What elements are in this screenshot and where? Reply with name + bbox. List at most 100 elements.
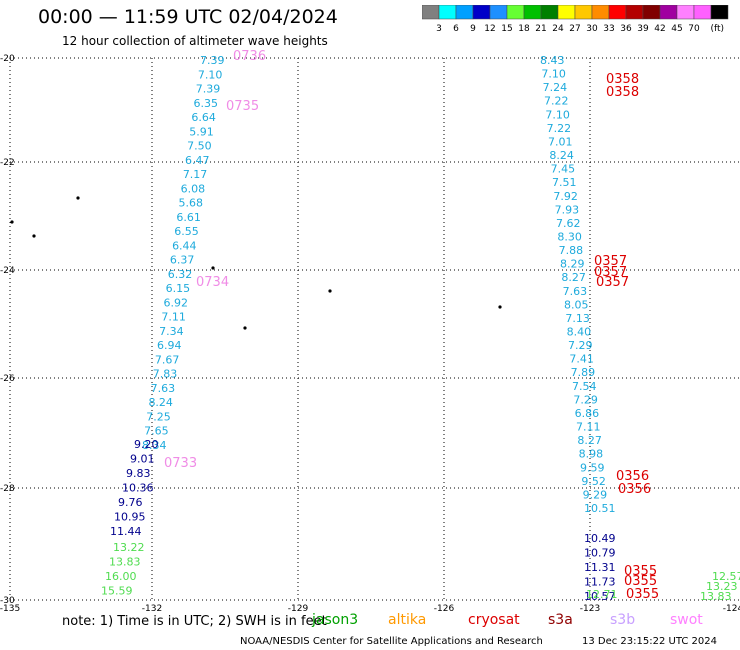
footer-note: note: 1) Time is in UTC; 2) SWH is in fe…	[62, 614, 327, 629]
longitude-tick-label: -132	[142, 604, 162, 612]
wave-height-map: -20 -22 -24 -26 -28 -30-135 -132 -129 -126 -123 -1…	[0, 49, 740, 612]
longitude-tick-label: -135	[0, 604, 20, 612]
swh-value-label: 7.51	[552, 176, 577, 189]
colorbar-tick-label: 6	[453, 24, 459, 34]
swh-value-label: 7.62	[556, 217, 581, 230]
pass-time-label: 0355	[624, 574, 657, 589]
colorbar-tick-label: 18	[518, 24, 530, 34]
legend-cryosat: cryosat	[468, 612, 520, 628]
swh-value-label: 11.31	[584, 561, 616, 574]
swh-value-label: 6.64	[191, 111, 216, 124]
colorbar-unit: (ft)	[710, 24, 724, 34]
colorbar-tick-label: 30	[586, 24, 598, 34]
swh-value-label: 10.57	[584, 590, 616, 603]
island-marker	[498, 305, 502, 309]
credit-line: NOAA/NESDIS Center for Satellite Applica…	[240, 636, 543, 647]
colorbar-tick-label: 15	[501, 24, 512, 34]
pass-time-label: 0355	[626, 587, 659, 602]
generated-timestamp: 13 Dec 23:15:22 UTC 2024	[582, 636, 717, 647]
swh-value-label: 13.83	[109, 556, 141, 569]
legend-jason3: jason3	[312, 612, 359, 628]
pass-time-label: 0355	[624, 564, 657, 579]
pass-time-label: 0356	[616, 469, 649, 484]
swh-value-label: 7.50	[187, 140, 212, 153]
swh-value-label: 7.67	[155, 353, 180, 366]
swh-value-label: 8.98	[579, 448, 604, 461]
wave-height-colorbar: 3 6 9 12 15 18 21 24 27 30 33 36 39 42 45 70 (ft)	[422, 5, 729, 34]
longitude-tick-label: -124	[723, 604, 740, 612]
swh-value-label: 5.91	[189, 125, 214, 138]
island-marker	[328, 289, 332, 293]
colorbar-tick-label: 36	[620, 24, 632, 34]
swh-value-label: 10.36	[122, 482, 154, 495]
longitude-tick-label: -129	[288, 604, 309, 612]
pass-time-label: 0358	[606, 72, 639, 87]
swh-value-label: 8.34	[142, 439, 167, 452]
swh-value-label: 7.39	[200, 54, 225, 67]
swh-value-label: 13.83	[700, 590, 732, 603]
swh-value-label: 7.13	[565, 312, 590, 325]
swh-value-label: 6.44	[172, 239, 197, 252]
swh-value-label: 9.01	[130, 453, 155, 466]
swh-value-label: 10.51	[584, 502, 616, 515]
island-marker	[32, 234, 36, 238]
swh-value-label: 7.92	[553, 190, 578, 203]
swh-value-label: 8.40	[567, 326, 592, 339]
swh-value-label: 7.41	[569, 353, 594, 366]
swh-value-label: 11.73	[584, 576, 616, 589]
swh-value-label: 8.24	[148, 396, 173, 409]
pass-time-label: 0358	[606, 85, 639, 100]
swh-value-label: 11.44	[110, 525, 142, 538]
swh-value-label: 8.30	[557, 230, 582, 243]
page-subtitle: 12 hour collection of altimeter wave hei…	[62, 34, 328, 48]
swh-value-label: 9.59	[580, 461, 605, 474]
swh-value-label: 6.86	[575, 407, 600, 420]
legend-swot: swot	[670, 612, 703, 628]
swh-value-label: 9.52	[581, 475, 606, 488]
colorbar-tick-label: 9	[470, 24, 476, 34]
colorbar-tick-label: 45	[671, 24, 682, 34]
swh-value-label: 7.34	[159, 325, 184, 338]
swh-value-label: 6.61	[176, 211, 201, 224]
swh-value-label: 10.95	[114, 511, 146, 524]
colorbar-tick-label: 27	[569, 24, 580, 34]
island-marker	[10, 220, 14, 224]
colorbar-tick-label: 42	[654, 24, 665, 34]
swh-value-label: 6.47	[185, 154, 210, 167]
swh-value-label: 8.27	[561, 271, 586, 284]
swh-value-label: 7.89	[571, 366, 596, 379]
swh-value-label: 8.27	[577, 434, 602, 447]
swh-value-label: 6.32	[168, 268, 193, 281]
swh-value-label: 7.45	[551, 163, 576, 176]
swh-value-label: 7.63	[151, 382, 176, 395]
swh-value-label: 7.24	[543, 81, 568, 94]
swh-value-label: 7.17	[183, 168, 208, 181]
swh-value-label: 7.29	[573, 393, 598, 406]
island-marker	[211, 266, 215, 270]
longitude-tick-label: -126	[434, 604, 455, 612]
swh-value-label: 7.10	[198, 68, 223, 81]
swh-value-label: 6.92	[163, 296, 188, 309]
swh-value-label: 8.43	[540, 54, 565, 67]
colorbar-tick-label: 21	[535, 24, 546, 34]
legend-s3b: s3b	[610, 612, 636, 628]
colorbar-tick-label: 70	[688, 24, 700, 34]
colorbar-tick-label: 3	[436, 24, 442, 34]
colorbar-tick-label: 33	[603, 24, 614, 34]
colorbar-tick-label: 12	[484, 24, 495, 34]
swh-value-label: 7.22	[544, 95, 569, 108]
swh-value-label: 7.01	[548, 135, 573, 148]
legend-altika: altika	[388, 612, 427, 628]
swh-value-label: 7.29	[568, 339, 593, 352]
swh-value-label: 8.29	[560, 258, 585, 271]
pass-time-label: 0733	[164, 456, 197, 471]
swh-value-label: 7.63	[563, 285, 588, 298]
swh-value-label: 7.39	[196, 83, 221, 96]
swh-value-label: 10.79	[584, 547, 616, 560]
swh-value-label: 15.59	[101, 585, 133, 598]
swh-value-label: 7.93	[555, 203, 580, 216]
pass-time-label: 0735	[226, 99, 259, 114]
swh-value-label: 16.00	[105, 570, 137, 583]
island-marker	[243, 326, 247, 330]
latitude-tick-label: -30	[0, 596, 15, 606]
